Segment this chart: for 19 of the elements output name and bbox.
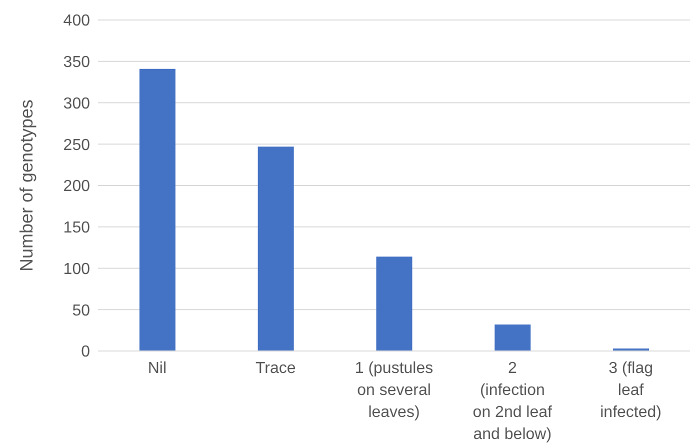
bar [258, 146, 294, 351]
y-axis-title: Number of genotypes [16, 99, 36, 272]
y-tick-label: 300 [63, 95, 90, 112]
y-tick-label: 100 [63, 260, 90, 278]
y-tick-label: 200 [63, 178, 90, 196]
x-tick-label: 2 (infection on 2nd leaf and below) [472, 360, 553, 443]
bar [494, 324, 531, 351]
x-tick-label: 1 (pustules on several leaves) [354, 360, 434, 421]
y-tick-label: 50 [72, 302, 90, 320]
y-tick-label: 0 [81, 344, 90, 361]
bar [139, 68, 176, 351]
x-tick-label: Nil [148, 360, 167, 377]
y-tick-label: 400 [63, 12, 90, 30]
y-tick-label: 150 [63, 220, 90, 237]
x-tick-label: 3 (flag leaf infected) [600, 360, 662, 421]
bar [376, 256, 412, 351]
y-tick-label: 350 [63, 54, 90, 72]
x-tick-label: Trace [255, 360, 296, 377]
y-tick-label: 250 [63, 136, 90, 154]
